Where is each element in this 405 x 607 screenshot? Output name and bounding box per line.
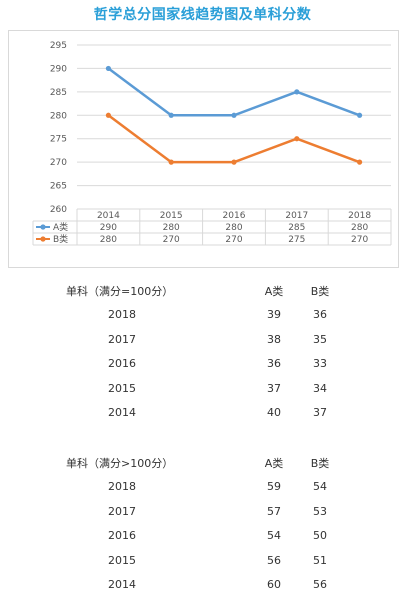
score-b-cell: 54 (313, 480, 327, 493)
score-a-cell: 54 (267, 529, 281, 542)
table-row: 2017 38 35 (0, 333, 405, 351)
score-a-cell: 36 (267, 357, 281, 370)
x-tick-label: 2015 (160, 211, 183, 221)
score-a-cell: 39 (267, 308, 281, 321)
year-cell: 2016 (108, 357, 136, 370)
column-header-a: A类 (264, 457, 284, 470)
year-cell: 2015 (108, 381, 136, 395)
table-row: 2016 54 50 (0, 529, 405, 547)
score-b-cell: 53 (313, 504, 327, 518)
data-label: 280 (351, 223, 368, 233)
chart-canvas: 260 265 270 275 280 285 290 295 2014 2015 2016 2017… (32, 41, 392, 246)
data-label: 280 (225, 223, 242, 233)
table-row: 2015 37 34 (0, 382, 405, 400)
data-label: 270 (225, 235, 242, 245)
data-point (357, 159, 363, 165)
y-tick-label: 260 (50, 205, 67, 215)
column-header-b: B类 (310, 285, 330, 298)
data-point (357, 112, 363, 118)
table-row: 2014 60 56 (0, 578, 405, 596)
x-tick-label: 2014 (97, 211, 120, 221)
year-cell: 2014 (108, 406, 136, 419)
score-a-cell: 40 (267, 406, 281, 419)
score-b-cell: 35 (313, 332, 327, 346)
data-label: 270 (351, 235, 368, 245)
legend-marker (40, 224, 46, 230)
data-point (168, 159, 174, 165)
year-cell: 2015 (108, 553, 136, 567)
table-row: 2015 56 51 (0, 554, 405, 572)
y-tick-label: 280 (50, 111, 67, 121)
score-a-cell: 37 (267, 381, 281, 395)
score-a-cell: 38 (267, 332, 281, 346)
score-b-cell: 37 (313, 406, 327, 419)
year-cell: 2014 (108, 578, 136, 591)
score-a-cell: 60 (267, 578, 281, 591)
table-header-row: 单科（满分=100分） A类 B类 (0, 283, 405, 301)
table-row: 2016 36 33 (0, 357, 405, 375)
data-point (105, 112, 111, 118)
year-cell: 2017 (108, 332, 136, 346)
table-header-label: 单科（满分=100分） (66, 285, 174, 298)
y-tick-label: 265 (50, 182, 67, 192)
x-tick-label: 2017 (285, 211, 308, 221)
data-label: 270 (163, 235, 180, 245)
score-b-cell: 34 (313, 381, 327, 395)
score-b-cell: 51 (313, 553, 327, 567)
data-label: 280 (163, 223, 180, 233)
data-point (294, 136, 300, 142)
score-a-cell: 59 (267, 480, 281, 493)
data-label: 275 (288, 235, 305, 245)
year-cell: 2017 (108, 504, 136, 518)
table-header-row: 单科（满分>100分） A类 B类 (0, 455, 405, 473)
y-tick-label: 275 (50, 135, 67, 145)
data-label: 285 (288, 223, 305, 233)
column-header-b: B类 (310, 457, 330, 470)
legend-label: A类 (53, 221, 68, 233)
page-title: 哲学总分国家线趋势图及单科分数 (93, 7, 312, 23)
legend-marker (40, 236, 46, 242)
data-point (231, 112, 237, 118)
data-label: 280 (100, 235, 117, 245)
table-row: 2017 57 53 (0, 505, 405, 523)
x-tick-label: 2018 (348, 211, 371, 221)
column-header-a: A类 (264, 285, 284, 298)
data-point (231, 159, 237, 165)
y-tick-label: 270 (50, 158, 67, 168)
data-label: 290 (100, 223, 117, 233)
y-tick-label: 290 (50, 64, 67, 74)
y-tick-label: 285 (50, 88, 67, 98)
legend-label: B类 (53, 233, 68, 245)
line-chart: 260 265 270 275 280 285 290 295 2014 2015 2016 2017… (8, 30, 399, 268)
score-b-cell: 56 (313, 578, 327, 591)
table-row: 2018 39 36 (0, 308, 405, 326)
score-a-cell: 56 (267, 553, 281, 567)
year-cell: 2018 (108, 308, 136, 321)
year-cell: 2018 (108, 480, 136, 493)
table-row: 2018 59 54 (0, 480, 405, 498)
year-cell: 2016 (108, 529, 136, 542)
x-tick-label: 2016 (223, 211, 246, 221)
table-header-label: 单科（满分>100分） (66, 457, 174, 470)
score-b-cell: 36 (313, 308, 327, 321)
data-point (294, 89, 300, 95)
score-a-cell: 57 (267, 504, 281, 518)
y-tick-label: 295 (50, 41, 67, 51)
score-b-cell: 50 (313, 529, 327, 542)
score-b-cell: 33 (313, 357, 327, 370)
data-point (168, 112, 174, 118)
data-point (105, 65, 111, 72)
table-row: 2014 40 37 (0, 406, 405, 424)
